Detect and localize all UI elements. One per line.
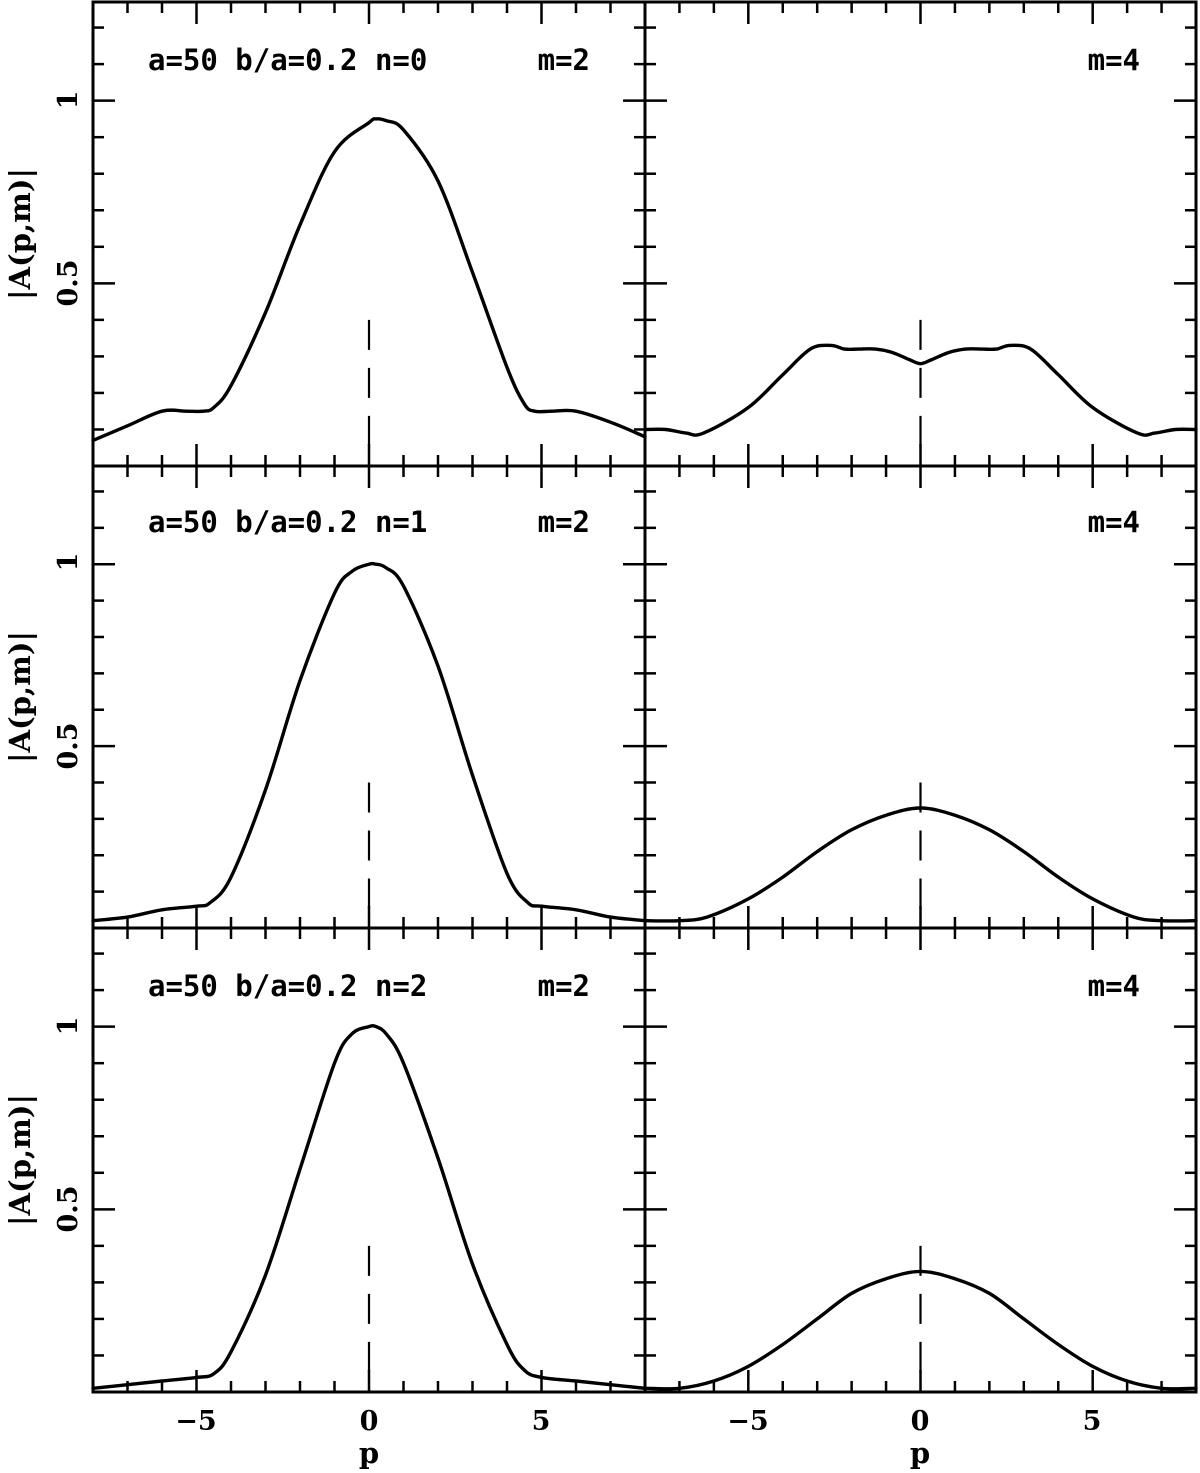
curve-r1-c1 [643, 806, 1198, 923]
y-tick-label-1-row1: 1 [53, 553, 84, 572]
curve-r0-c1 [643, 343, 1198, 437]
x-tick-label-5-right: 5 [1083, 1406, 1102, 1437]
curve-r2-c0 [91, 1024, 647, 1390]
x-tick-label-neg5-right: −5 [727, 1406, 768, 1437]
y-axis-label-row1: |A(p,m)| [3, 631, 37, 763]
x-axis-label-right: p [910, 1436, 930, 1470]
axis-ticks [93, 2, 1196, 1392]
curve-r0-c0 [91, 117, 647, 443]
panel-label-r0-c0: a=50 b/a=0.2 n=0 [148, 43, 427, 77]
y-axis-label-row0: |A(p,m)| [3, 168, 37, 300]
panel-m-label-r2-c0: m=2 [538, 969, 590, 1003]
y-tick-label-0.5-row0: 0.5 [53, 260, 84, 307]
x-tick-label-5-left: 5 [532, 1406, 551, 1437]
curve-r1-c0 [91, 561, 647, 923]
panel-m-label-r0-c1: m=4 [1088, 43, 1140, 77]
y-tick-label-0.5-row2: 0.5 [53, 1186, 84, 1233]
panel-m-label-r2-c1: m=4 [1088, 969, 1140, 1003]
panel-m-label-r1-c1: m=4 [1088, 505, 1140, 539]
y-axis-label-row2: |A(p,m)| [3, 1094, 37, 1226]
y-tick-label-0.5-row1: 0.5 [53, 723, 84, 770]
y-tick-label-1-row0: 1 [53, 91, 84, 110]
panel-m-label-r1-c0: m=2 [538, 505, 590, 539]
panel-label-r1-c0: a=50 b/a=0.2 n=1 [148, 505, 427, 539]
x-tick-label-neg5-left: −5 [175, 1406, 216, 1437]
panel-m-label-r0-c0: m=2 [538, 43, 590, 77]
panel-label-r2-c0: a=50 b/a=0.2 n=2 [148, 969, 427, 1003]
x-tick-label-0-right: 0 [911, 1406, 930, 1437]
x-axis-label-left: p [359, 1436, 379, 1470]
y-tick-label-1-row2: 1 [53, 1017, 84, 1036]
x-tick-label-0-left: 0 [360, 1406, 379, 1437]
curve-r2-c1 [643, 1269, 1198, 1391]
